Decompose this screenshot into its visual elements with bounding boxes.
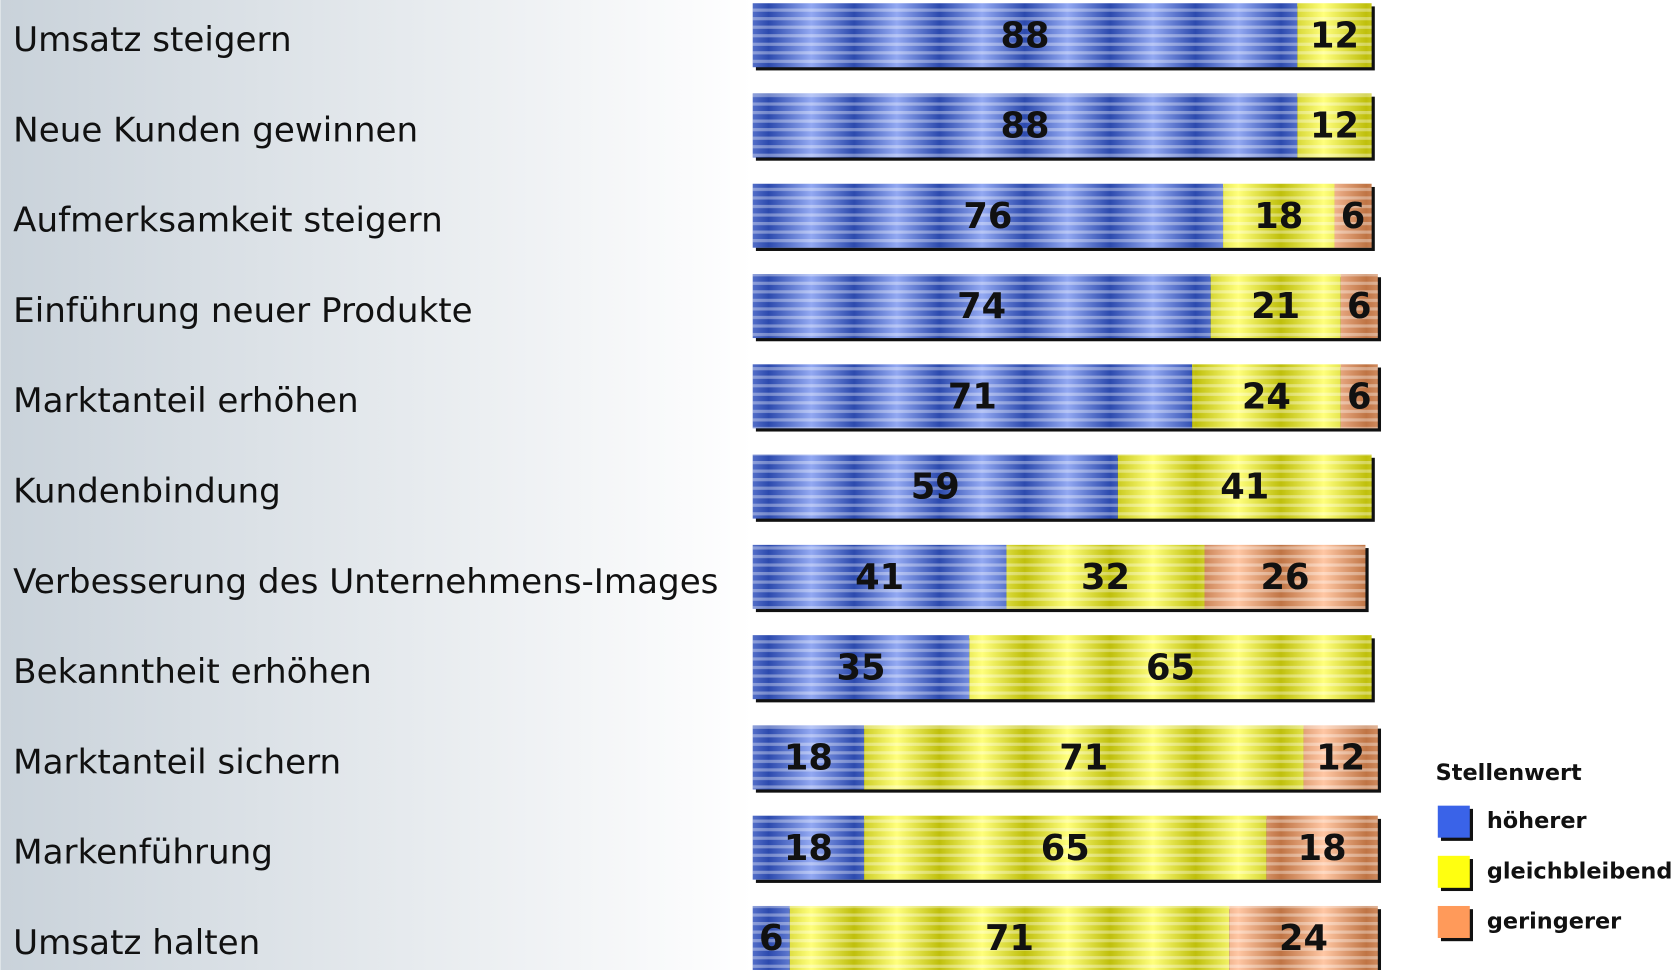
- value-label: 6: [1341, 196, 1365, 237]
- value-label: 59: [911, 467, 960, 508]
- bar-texture: [969, 635, 1372, 700]
- value-label: 24: [1242, 376, 1291, 417]
- category-label: Markenführung: [13, 833, 273, 873]
- bar-texture: [752, 364, 1193, 429]
- value-label: 35: [837, 647, 886, 688]
- value-label: 12: [1316, 738, 1365, 779]
- bar-texture: [1229, 905, 1378, 970]
- bar-texture: [789, 905, 1230, 970]
- bar-texture: [752, 905, 790, 970]
- value-label: 21: [1251, 286, 1300, 327]
- category-label: Verbesserung des Unternehmens-Images: [13, 562, 718, 602]
- bar-texture: [1266, 815, 1378, 880]
- value-label: 88: [1001, 15, 1050, 56]
- legend-title: Stellenwert: [1436, 760, 1582, 786]
- category-label: Bekanntheit erhöhen: [13, 652, 372, 692]
- value-label: 18: [1298, 828, 1347, 869]
- bar-texture: [1006, 544, 1205, 609]
- value-label: 71: [1059, 738, 1108, 779]
- bar-texture: [864, 725, 1304, 790]
- bar-texture: [752, 454, 1118, 519]
- bar-texture: [1303, 725, 1378, 790]
- bar-texture: [752, 183, 1224, 248]
- bar-texture: [1223, 183, 1335, 248]
- bar-texture: [1117, 454, 1372, 519]
- legend-label: höherer: [1487, 808, 1587, 834]
- value-label: 6: [1347, 376, 1372, 417]
- bar-texture: [864, 815, 1267, 880]
- value-label: 71: [948, 376, 997, 417]
- category-label: Kundenbindung: [13, 472, 281, 512]
- category-label: Einführung neuer Produkte: [13, 291, 472, 331]
- value-label: 41: [1220, 467, 1269, 508]
- legend-swatch: [1437, 905, 1470, 938]
- value-label: 12: [1310, 106, 1359, 147]
- value-label: 18: [784, 828, 833, 869]
- value-label: 6: [1347, 286, 1372, 327]
- bar-texture: [1297, 93, 1372, 158]
- bar-texture: [1334, 183, 1372, 248]
- legend-label: gleichbleibend: [1487, 858, 1673, 884]
- category-label: Marktanteil sichern: [13, 742, 341, 782]
- bar-texture: [1340, 274, 1378, 339]
- value-label: 6: [759, 918, 784, 959]
- category-label: Umsatz steigern: [13, 20, 291, 60]
- bar-texture: [752, 3, 1298, 68]
- legend-label: geringerer: [1487, 908, 1621, 934]
- legend-swatch: [1437, 805, 1470, 838]
- bar-texture: [1340, 364, 1378, 429]
- bar-texture: [1192, 364, 1341, 429]
- category-label: Umsatz halten: [13, 923, 260, 963]
- bar-texture: [752, 544, 1007, 609]
- bar-texture: [1297, 3, 1372, 68]
- bar-texture: [752, 274, 1211, 339]
- value-label: 41: [855, 557, 904, 598]
- bar-texture: [752, 93, 1298, 158]
- value-label: 65: [1041, 828, 1090, 869]
- value-label: 71: [985, 918, 1034, 959]
- bar-texture: [752, 725, 865, 790]
- value-label: 24: [1279, 918, 1328, 959]
- bar-texture: [1210, 274, 1341, 339]
- value-label: 88: [1001, 106, 1050, 147]
- category-label: Aufmerksamkeit steigern: [13, 201, 443, 241]
- category-label: Marktanteil erhöhen: [13, 381, 358, 421]
- value-label: 74: [957, 286, 1006, 327]
- bar-texture: [1204, 544, 1366, 609]
- value-label: 26: [1260, 557, 1309, 598]
- bar-texture: [752, 815, 865, 880]
- category-label: Neue Kunden gewinnen: [13, 110, 418, 150]
- value-label: 76: [963, 196, 1012, 237]
- value-label: 18: [784, 738, 833, 779]
- value-label: 32: [1081, 557, 1130, 598]
- value-label: 18: [1254, 196, 1303, 237]
- bar-texture: [752, 635, 970, 700]
- value-label: 12: [1310, 15, 1359, 56]
- value-label: 65: [1146, 647, 1195, 688]
- legend-swatch: [1437, 855, 1470, 888]
